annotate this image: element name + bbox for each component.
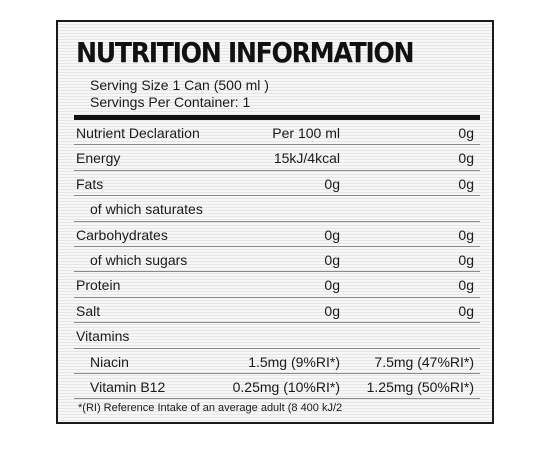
row-protein: Protein 0g 0g [74, 272, 480, 298]
serving-info: Serving Size 1 Can (500 ml ) Servings Pe… [90, 77, 269, 111]
per-100ml-value: Per 100 ml [272, 125, 340, 141]
per-100ml-value: 0g [324, 277, 340, 294]
nutrition-table: Nutrient Declaration Per 100 ml 0g Energ… [74, 120, 480, 400]
row-carbohydrates: Carbohydrates 0g 0g [74, 222, 480, 247]
nutrient-name: Vitamin B12 [90, 378, 166, 395]
per-100ml-value: 0g [324, 226, 340, 243]
nutrient-name: of which sugars [90, 251, 188, 268]
row-energy: Energy 15kJ/4kcal 0g [74, 145, 480, 171]
per-serving-value: 0g [458, 175, 474, 192]
row-nutrient-declaration: Nutrient Declaration Per 100 ml 0g [74, 120, 480, 146]
per-serving-value: 0g [458, 302, 474, 319]
per-serving-value: 0g [458, 277, 474, 294]
per-100ml-value: 0g [324, 251, 340, 268]
row-fats: Fats 0g 0g [74, 171, 480, 197]
header-divider [74, 115, 480, 120]
per-serving-value: 0g [458, 251, 474, 268]
nutrient-name: Energy [76, 150, 121, 167]
per-serving-value: 0g [458, 150, 474, 167]
nutrition-label: NUTRITION INFORMATION Serving Size 1 Can… [56, 20, 494, 424]
row-vitamin-b12: Vitamin B12 0.25mg (10%RI*) 1.25mg (50%R… [74, 374, 480, 400]
nutrient-name: of which saturates [90, 201, 203, 218]
per-100ml-value: 0.25mg (10%RI*) [232, 378, 340, 395]
label-title: NUTRITION INFORMATION [76, 36, 415, 69]
per-serving-value: 7.5mg (47%RI*) [374, 353, 474, 370]
per-100ml-value: 1.5mg (9%RI*) [248, 353, 340, 370]
nutrient-name: Carbohydrates [76, 226, 168, 243]
nutrient-name: Protein [76, 277, 121, 294]
nutrient-name: Vitamins [76, 328, 130, 345]
nutrient-name: Nutrient Declaration [76, 125, 200, 141]
per-100ml-value: 15kJ/4kcal [273, 150, 340, 167]
nutrient-name: Fats [76, 175, 104, 192]
per-serving-value: 0g [458, 226, 474, 243]
row-saturates: of which saturates [74, 196, 480, 222]
servings-per-container: Servings Per Container: 1 [90, 94, 251, 110]
row-vitamins: Vitamins [74, 323, 480, 349]
row-sugars: of which sugars 0g 0g [74, 247, 480, 273]
per-100ml-value: 0g [324, 175, 340, 192]
reference-intake-footnote: *(RI) Reference Intake of an average adu… [78, 402, 343, 414]
per-100ml-value: 0g [324, 302, 340, 319]
per-serving-value: 0g [458, 125, 474, 141]
nutrient-name: Salt [76, 302, 101, 319]
row-salt: Salt 0g 0g [74, 298, 480, 324]
per-serving-value: 1.25mg (50%RI*) [366, 378, 474, 395]
nutrient-name: Niacin [90, 353, 129, 370]
serving-size: Serving Size 1 Can (500 ml ) [90, 77, 269, 93]
row-niacin: Niacin 1.5mg (9%RI*) 7.5mg (47%RI*) [74, 349, 480, 374]
